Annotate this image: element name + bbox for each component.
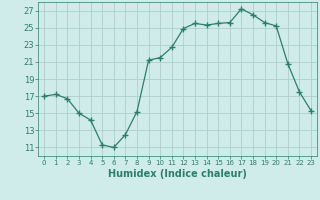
X-axis label: Humidex (Indice chaleur): Humidex (Indice chaleur) (108, 169, 247, 179)
